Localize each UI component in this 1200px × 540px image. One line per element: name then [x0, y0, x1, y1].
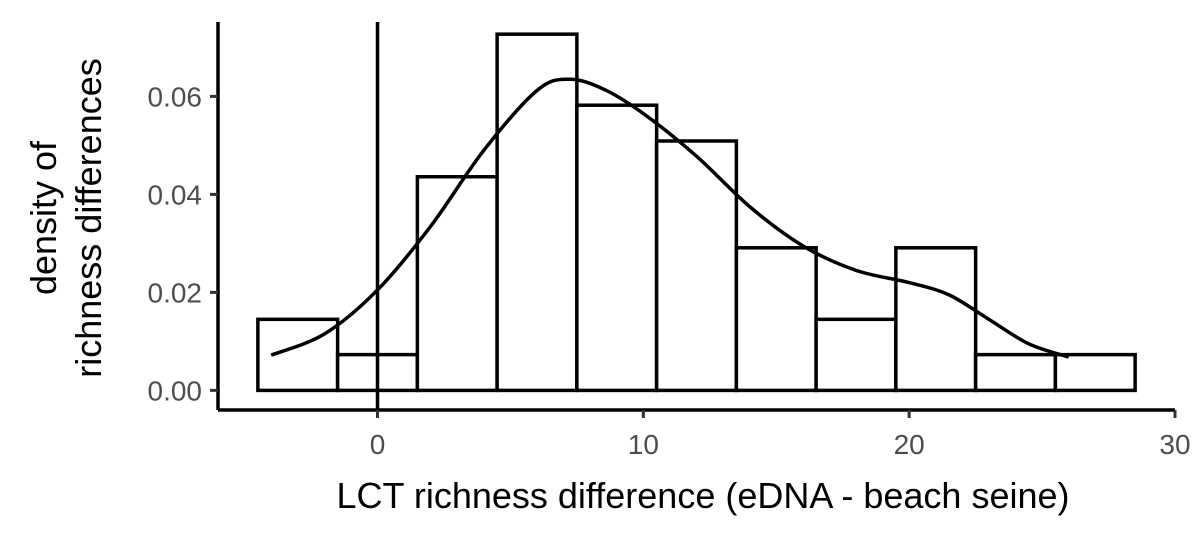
y-axis-title-line-1: density of	[23, 140, 64, 295]
x-tick-label: 20	[894, 429, 925, 460]
x-tick-label: 10	[628, 429, 659, 460]
x-axis-title: LCT richness difference (eDNA - beach se…	[336, 475, 1069, 516]
histogram-bars	[256, 32, 1137, 393]
histogram-bar-10	[1053, 352, 1137, 393]
histogram-bar-4	[575, 103, 659, 393]
histogram-bar-7	[814, 317, 898, 393]
histogram-bar-6	[734, 246, 818, 393]
histogram-bar-8	[894, 246, 978, 393]
histogram-bar-9	[973, 352, 1058, 393]
histogram-bar-5	[654, 139, 739, 393]
histogram-bar-0	[256, 317, 340, 393]
y-tick-label: 0.02	[148, 277, 203, 308]
histogram-bar-2	[415, 175, 499, 393]
y-axis-ticks: 0.00 0.02 0.04 0.06	[148, 81, 218, 406]
x-axis-ticks: 0 10 20 30	[370, 410, 1191, 460]
y-axis-title-line-2: richness differences	[68, 58, 109, 378]
density-curve	[270, 77, 1070, 359]
y-tick-label: 0.04	[148, 179, 203, 210]
x-tick-label: 30	[1159, 429, 1190, 460]
y-tick-label: 0.00	[148, 375, 203, 406]
y-tick-label: 0.06	[148, 81, 203, 112]
x-tick-label: 0	[370, 429, 386, 460]
histogram-bar-3	[495, 32, 579, 393]
